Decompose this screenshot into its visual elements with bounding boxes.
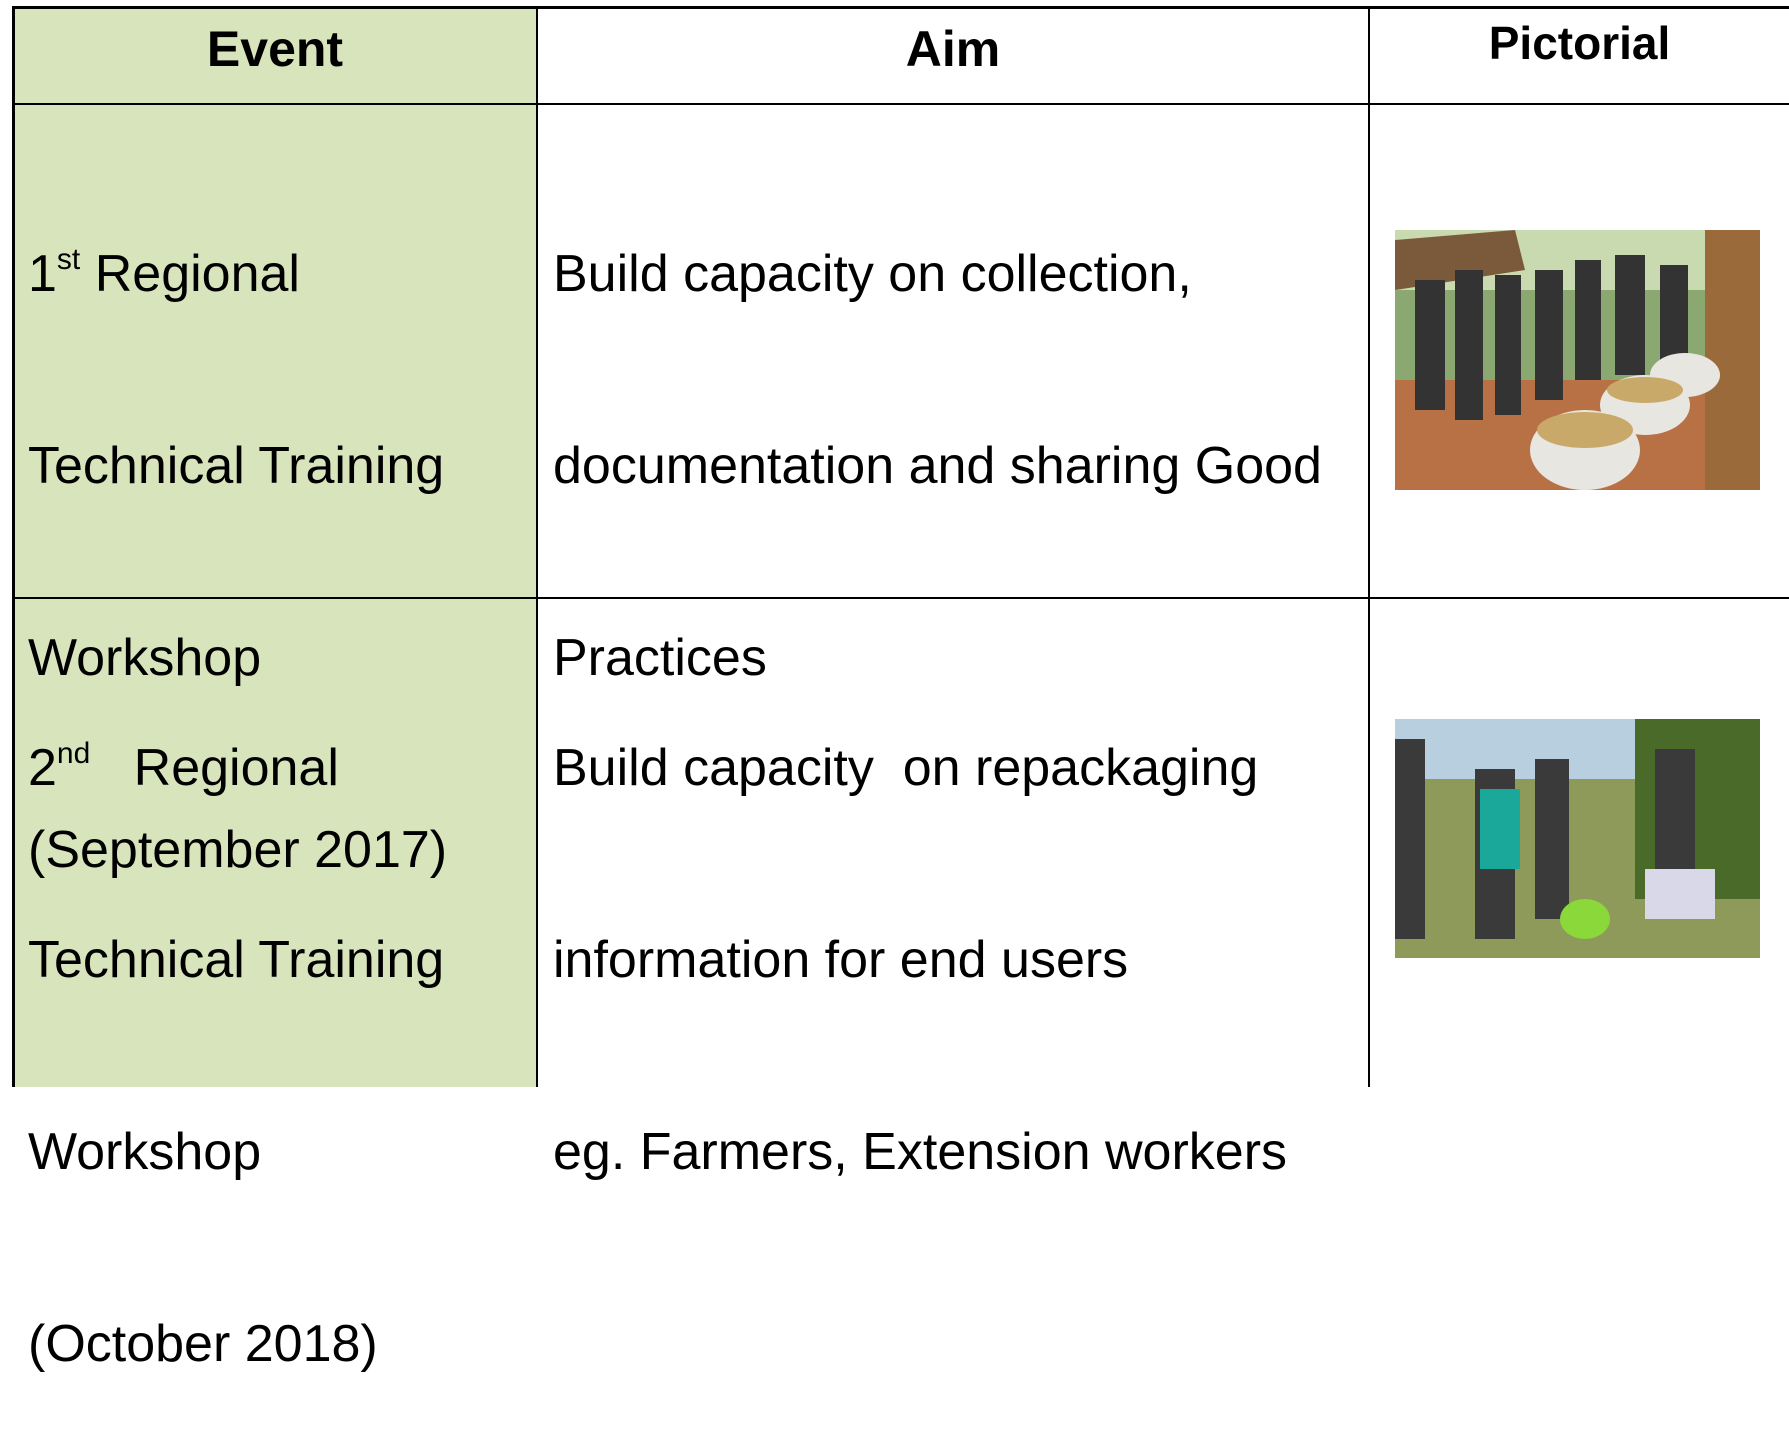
aim-line: Practices <box>553 629 767 687</box>
photo <box>1395 719 1760 958</box>
header-cell: Event <box>206 21 344 77</box>
photo <box>1395 230 1760 490</box>
border <box>12 6 1789 9</box>
event-line: Regional <box>94 245 300 303</box>
event-cell: 2nd Regional Technical Training Workshop… <box>28 608 444 1440</box>
event-column <box>14 7 537 1087</box>
aim-line: information for end users <box>553 931 1129 989</box>
ordinal-suffix: st <box>56 243 81 276</box>
event-line: Workshop <box>28 629 262 687</box>
border <box>12 597 1789 599</box>
aim-line: documentation and sharing Good <box>553 437 1322 495</box>
aim-cell: Build capacity on collection, documentat… <box>553 114 1322 754</box>
border <box>1368 6 1370 1087</box>
page: Event Aim Pictorial 1st Regional Technic… <box>12 6 1789 1373</box>
aim-cell: Build capacity on repackaging informatio… <box>553 608 1287 1248</box>
border <box>12 103 1789 105</box>
event-line: Technical Training <box>28 437 445 495</box>
header-cell: Aim <box>905 21 1001 77</box>
event-line: Workshop <box>28 1123 262 1181</box>
event-line: (September 2017) <box>28 821 448 879</box>
event-cell: 1st Regional Technical Training Workshop… <box>28 114 447 946</box>
border <box>12 6 15 1087</box>
event-line: Regional <box>133 739 339 797</box>
aim-line: Build capacity on repackaging <box>553 739 1259 797</box>
event-line: (October 2018) <box>28 1315 378 1373</box>
ordinal-suffix: nd <box>56 737 91 770</box>
ordinal: 1 <box>28 245 57 303</box>
aim-line: Build capacity on collection, <box>553 245 1192 303</box>
aim-line: eg. Farmers, Extension workers <box>553 1123 1288 1181</box>
border <box>536 6 538 1087</box>
ordinal: 2 <box>28 739 57 797</box>
header-cell: Pictorial <box>1488 17 1671 69</box>
event-line: Technical Training <box>28 931 445 989</box>
